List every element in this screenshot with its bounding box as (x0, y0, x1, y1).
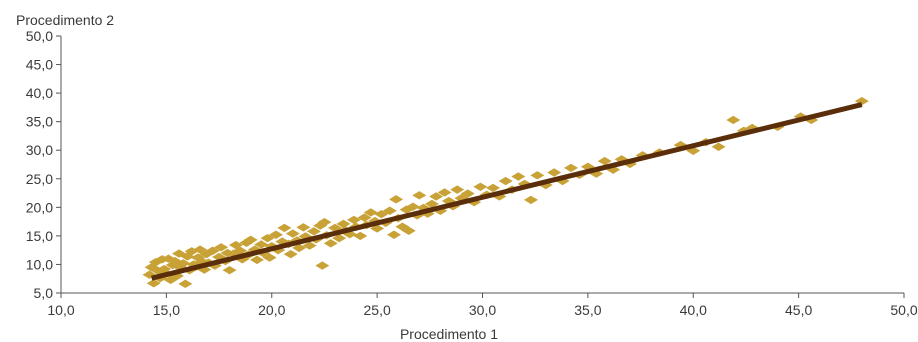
data-point (370, 224, 385, 233)
data-point (530, 171, 545, 180)
axes: 5,010,015,020,025,030,035,040,045,050,01… (26, 28, 918, 318)
data-point (176, 259, 191, 268)
y-tick-label: 20,0 (26, 199, 53, 215)
data-point (277, 223, 292, 233)
data-point (317, 217, 332, 227)
data-point (711, 142, 726, 151)
data-point (454, 193, 469, 203)
data-point (268, 230, 283, 239)
data-point (412, 191, 427, 200)
data-points (142, 96, 869, 289)
x-tick-label: 40,0 (680, 302, 707, 318)
y-tick-label: 50,0 (26, 28, 53, 44)
data-point (205, 246, 220, 255)
x-tick-label: 15,0 (153, 302, 180, 318)
x-tick-label: 20,0 (258, 302, 285, 318)
data-point (450, 185, 465, 194)
data-point (498, 176, 513, 186)
data-point (564, 163, 579, 173)
data-point (178, 279, 193, 289)
x-tick-label: 10,0 (47, 302, 74, 318)
y-axis-label: Procedimento 2 (16, 12, 114, 28)
x-tick-label: 30,0 (469, 302, 496, 318)
data-point (437, 188, 452, 197)
data-point (155, 255, 170, 264)
y-tick-label: 40,0 (26, 85, 53, 101)
data-point (222, 265, 237, 275)
data-point (313, 221, 328, 230)
data-point (249, 255, 264, 265)
data-point (357, 213, 372, 222)
data-point (346, 215, 361, 225)
data-point (214, 243, 229, 252)
data-point (467, 197, 482, 207)
data-point (239, 238, 254, 247)
data-point (363, 208, 378, 217)
data-point (405, 202, 420, 211)
data-point (306, 227, 321, 236)
data-point (292, 243, 307, 253)
data-point (374, 209, 389, 219)
data-point (597, 156, 612, 166)
trend-line-group (151, 102, 863, 281)
data-point (296, 223, 311, 232)
data-point (353, 231, 368, 241)
y-tick-label: 30,0 (26, 142, 53, 158)
data-point (315, 261, 330, 270)
data-point (401, 226, 416, 235)
data-point (302, 241, 317, 250)
x-tick-label: 35,0 (574, 302, 601, 318)
y-tick-label: 10,0 (26, 256, 53, 272)
data-point (555, 176, 570, 186)
data-point (736, 126, 751, 136)
data-point (260, 233, 275, 243)
data-point (486, 183, 501, 193)
data-point (336, 219, 351, 229)
x-tick-label: 45,0 (785, 302, 812, 318)
x-tick-label: 25,0 (364, 302, 391, 318)
data-point (243, 235, 258, 245)
data-point (146, 279, 161, 288)
data-point (254, 240, 269, 249)
data-point (523, 195, 538, 205)
data-point (686, 146, 701, 155)
y-tick-label: 15,0 (26, 228, 53, 244)
x-tick-label: 50,0 (890, 302, 917, 318)
data-point (793, 112, 808, 121)
data-point (460, 189, 475, 198)
trend-line (151, 102, 863, 281)
data-point (233, 246, 248, 255)
data-point (511, 172, 526, 181)
y-tick-label: 35,0 (26, 114, 53, 130)
data-point (429, 192, 444, 201)
data-point (389, 195, 404, 204)
x-axis-label: Procedimento 1 (400, 326, 498, 342)
data-point (285, 229, 300, 238)
data-point (473, 182, 488, 191)
data-point (332, 233, 347, 243)
data-point (283, 249, 298, 259)
data-point (538, 180, 553, 190)
data-point (323, 239, 338, 248)
data-point (547, 168, 562, 177)
y-tick-label: 5,0 (34, 285, 54, 301)
data-point (386, 230, 401, 239)
data-point (424, 199, 439, 209)
data-point (235, 255, 250, 264)
y-tick-label: 45,0 (26, 57, 53, 73)
data-point (262, 253, 277, 262)
data-point (382, 206, 397, 215)
data-point (726, 115, 741, 125)
y-tick-label: 25,0 (26, 171, 53, 187)
